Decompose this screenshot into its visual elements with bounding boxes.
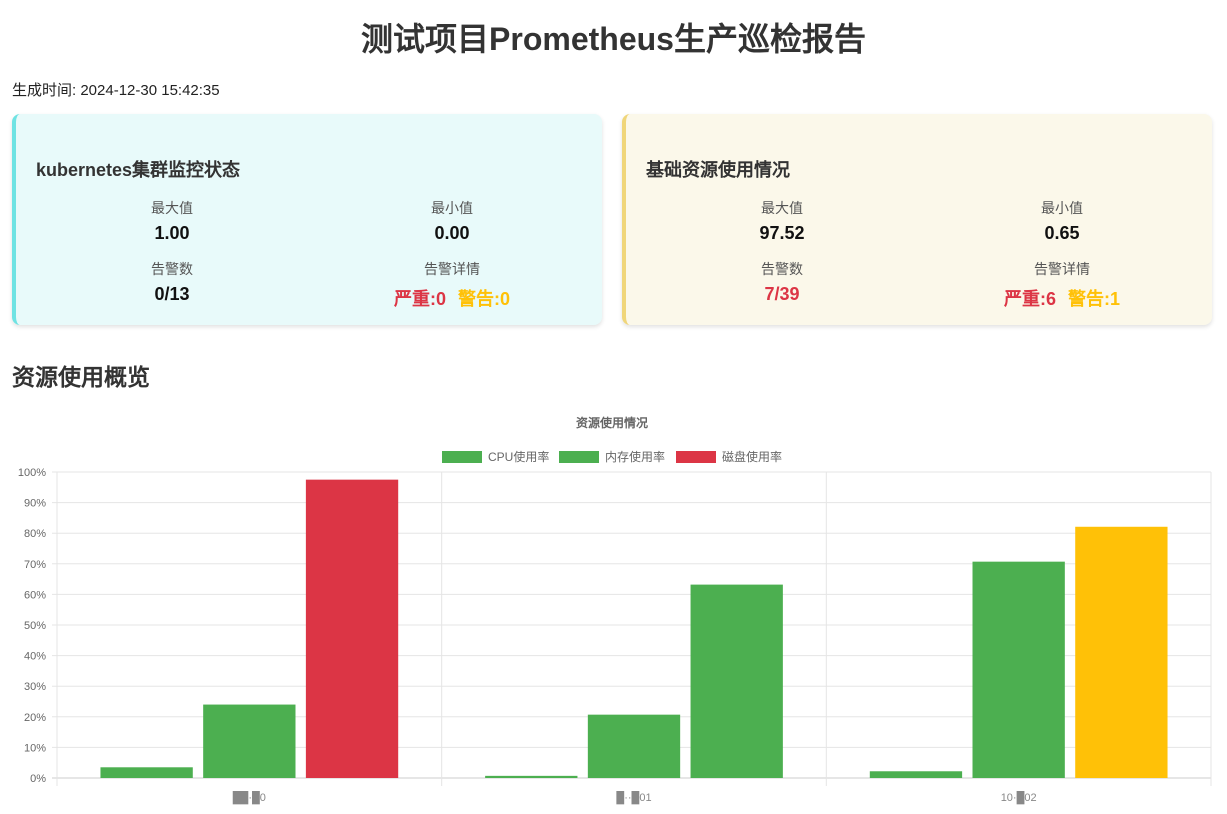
y-tick-label: 80% [24, 528, 46, 540]
alert-count-metric: 告警数 7/39 [642, 259, 922, 305]
critical-count: 严重:0 [393, 289, 446, 309]
alert-detail-label: 告警详情 [1034, 261, 1090, 277]
bar [587, 714, 681, 778]
alert-count-value: 0/13 [154, 284, 190, 304]
card-title: 基础资源使用情况 [646, 160, 790, 180]
min-value: 0.65 [1044, 223, 1080, 243]
y-tick-label: 90% [24, 498, 46, 510]
min-value: 0.00 [434, 223, 470, 243]
bar [1075, 526, 1168, 778]
alert-detail: 严重:0 警告:0 [312, 285, 592, 311]
generated-time: 生成时间: 2024-12-30 15:42:35 [12, 82, 220, 99]
base-resource-card: 基础资源使用情况 最大值 97.52 最小值 0.65 告警数 7/39 告警详… [622, 114, 1212, 325]
max-metric: 最大值 97.52 [642, 198, 922, 244]
min-label: 最小值 [431, 200, 473, 216]
legend-swatch [559, 451, 599, 463]
warning-count: 警告:1 [1068, 289, 1121, 309]
warning-count: 警告:0 [458, 289, 511, 309]
x-tick-label: ██·█0 [233, 790, 266, 805]
y-tick-label: 50% [24, 620, 46, 632]
x-tick-label: 10·█02 [1001, 790, 1037, 805]
alert-detail-metric: 告警详情 严重:6 警告:1 [922, 259, 1202, 311]
max-value: 1.00 [154, 223, 190, 243]
bar [972, 561, 1065, 778]
y-tick-label: 30% [24, 681, 46, 693]
y-tick-label: 20% [24, 712, 46, 724]
page-title: 测试项目Prometheus生产巡检报告 [361, 21, 866, 57]
x-tick-label: █··█01 [616, 790, 651, 805]
max-label: 最大值 [151, 200, 193, 216]
alert-detail-metric: 告警详情 严重:0 警告:0 [312, 259, 592, 311]
max-metric: 最大值 1.00 [32, 198, 312, 244]
min-label: 最小值 [1041, 200, 1083, 216]
min-metric: 最小值 0.65 [922, 198, 1202, 244]
card-title: kubernetes集群监控状态 [36, 160, 241, 180]
bar [869, 771, 963, 778]
max-label: 最大值 [761, 200, 803, 216]
min-metric: 最小值 0.00 [312, 198, 592, 244]
y-tick-label: 40% [24, 651, 46, 663]
alert-detail-label: 告警详情 [424, 261, 480, 277]
alert-count-value: 7/39 [764, 284, 800, 304]
bar [485, 775, 578, 778]
k8s-status-card: kubernetes集群监控状态 最大值 1.00 最小值 0.00 告警数 0… [12, 114, 602, 325]
legend-label: 磁盘使用率 [722, 449, 782, 464]
section-title: 资源使用概览 [12, 364, 150, 390]
legend-swatch [442, 451, 482, 463]
y-tick-label: 70% [24, 559, 46, 571]
bar [100, 767, 193, 778]
critical-count: 严重:6 [1003, 289, 1056, 309]
y-tick-label: 10% [24, 742, 46, 754]
alert-count-metric: 告警数 0/13 [32, 259, 312, 305]
alert-detail: 严重:6 警告:1 [922, 285, 1202, 311]
bar [203, 704, 296, 778]
y-tick-label: 60% [24, 589, 46, 601]
chart-title: 资源使用情况 [576, 415, 648, 430]
alert-count-label: 告警数 [761, 261, 803, 277]
max-value: 97.52 [759, 223, 805, 243]
y-tick-label: 100% [18, 467, 46, 479]
legend-label: CPU使用率 [488, 449, 549, 464]
legend-swatch [676, 451, 716, 463]
resource-usage-chart: 资源使用情况 CPU使用率 内存使用率 磁盘使用率 0% 10% 20% 30% 40% 50% 6… [18, 415, 1212, 805]
legend-label: 内存使用率 [605, 449, 665, 464]
bar [305, 479, 399, 778]
bar [690, 584, 783, 778]
y-tick-label: 0% [30, 773, 46, 785]
alert-count-label: 告警数 [151, 261, 193, 277]
